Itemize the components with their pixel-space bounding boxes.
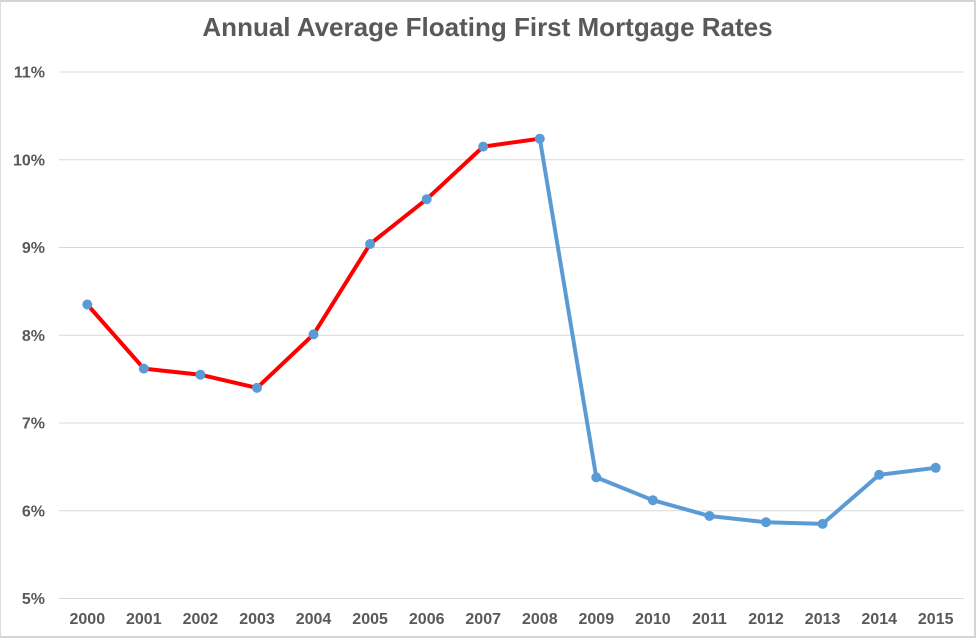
x-tick-label: 2006 — [409, 611, 445, 628]
x-tick-label: 2004 — [296, 611, 332, 628]
data-point-marker — [930, 462, 941, 473]
y-tick-label: 6% — [22, 503, 45, 520]
data-point-marker — [252, 382, 262, 393]
x-tick-label: 2010 — [635, 611, 671, 628]
data-point-marker — [647, 495, 658, 506]
series-line-2000-to-2008 — [85, 136, 542, 390]
x-tick-label: 2003 — [239, 611, 275, 628]
data-point-marker — [195, 369, 206, 380]
data-point-marker — [874, 469, 885, 480]
series-line-2008-to-2015 — [537, 136, 938, 526]
chart-title: Annual Average Floating First Mortgage R… — [202, 12, 773, 42]
data-point-marker — [82, 299, 93, 310]
y-tick-label: 9% — [22, 240, 45, 257]
y-tick-label: 5% — [22, 591, 45, 608]
data-point-marker — [478, 141, 489, 152]
x-tick-label: 2009 — [579, 611, 615, 628]
x-tick-label: 2012 — [748, 611, 784, 628]
x-tick-label: 2011 — [692, 611, 727, 628]
x-tick-label: 2005 — [352, 611, 388, 628]
data-point-marker — [534, 133, 545, 144]
data-point-marker — [365, 239, 376, 249]
y-tick-label: 10% — [13, 152, 45, 169]
x-tick-label: 2001 — [126, 611, 162, 628]
data-point-marker — [704, 511, 715, 521]
x-tick-label: 2015 — [918, 611, 954, 628]
data-point-marker — [421, 194, 432, 205]
data-point-marker — [138, 363, 149, 374]
data-point-marker — [761, 517, 771, 528]
y-tick-label: 8% — [22, 328, 45, 345]
y-tick-label: 7% — [22, 416, 45, 433]
x-tick-label: 2000 — [70, 611, 106, 628]
x-tick-label: 2013 — [805, 611, 841, 628]
data-point-marker — [817, 518, 828, 529]
x-tick-label: 2002 — [183, 611, 219, 628]
x-tick-label: 2008 — [522, 611, 558, 628]
x-tick-label: 2007 — [465, 611, 501, 628]
y-tick-label: 11% — [14, 65, 45, 82]
x-tick-label: 2014 — [861, 611, 897, 628]
data-point-marker — [308, 329, 319, 340]
data-point-marker — [591, 472, 602, 483]
